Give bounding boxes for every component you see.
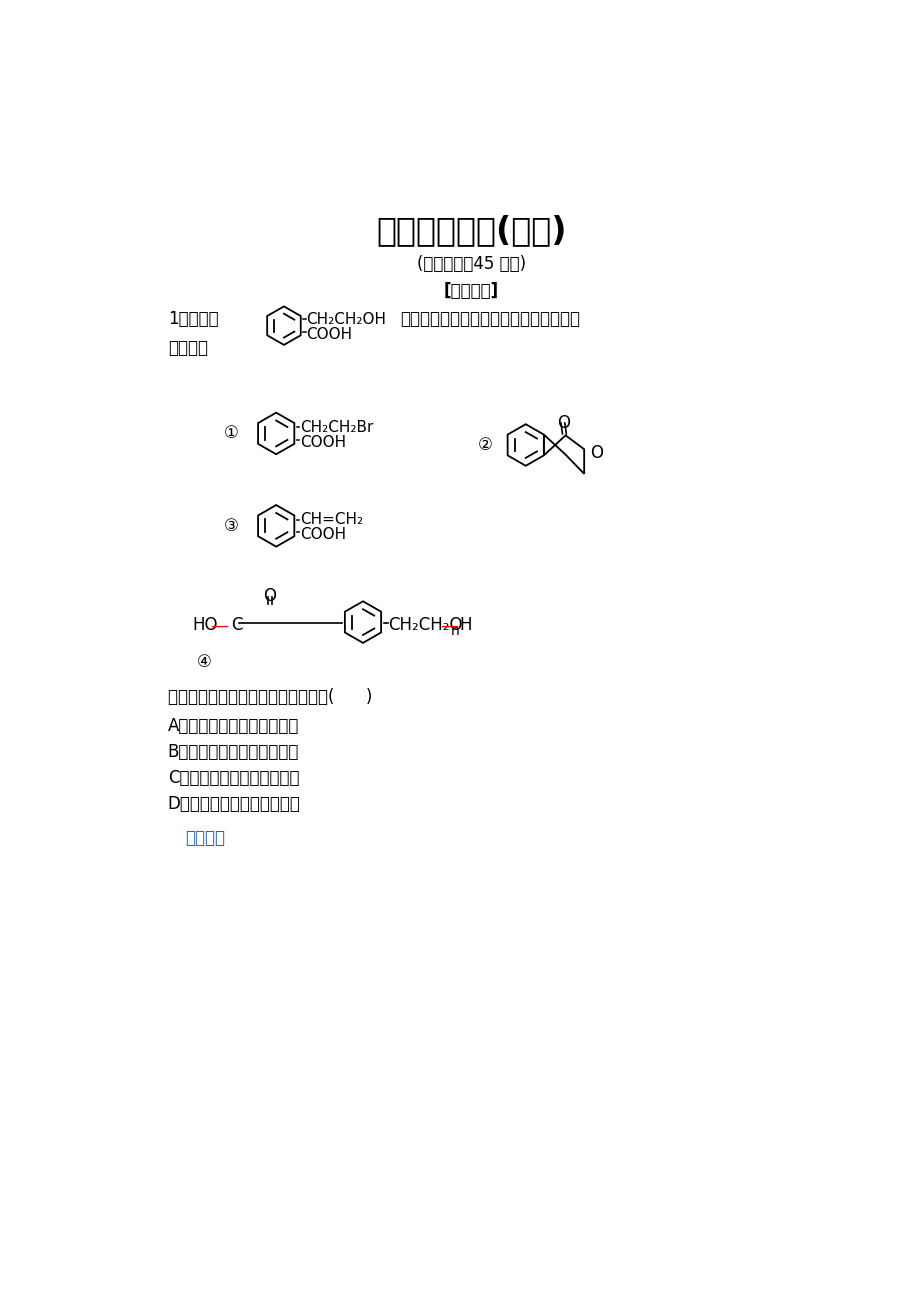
- Text: COOH: COOH: [300, 435, 346, 450]
- Text: (建议用时：45 分钟): (建议用时：45 分钟): [416, 255, 526, 273]
- Text: O: O: [590, 444, 603, 462]
- Text: —: —: [210, 617, 228, 634]
- Text: D．取代、酯化、加成、加聚: D．取代、酯化、加成、加聚: [167, 796, 301, 814]
- Text: 种物质：: 种物质：: [167, 340, 208, 358]
- Text: ①: ①: [223, 424, 238, 443]
- Text: 学业分层测评(十六): 学业分层测评(十六): [376, 214, 566, 247]
- Text: C: C: [231, 616, 243, 634]
- Text: O: O: [263, 587, 277, 605]
- Text: COOH: COOH: [300, 527, 346, 543]
- Text: COOH: COOH: [306, 327, 352, 342]
- Text: 生成这四种有机物的反应类型依次为(      ): 生成这四种有机物的反应类型依次为( ): [167, 687, 371, 706]
- Text: CH₂CH₂O: CH₂CH₂O: [388, 616, 462, 634]
- Text: CH=CH₂: CH=CH₂: [300, 512, 363, 527]
- Text: H: H: [459, 616, 471, 634]
- Text: ④: ④: [197, 652, 211, 671]
- Text: ③: ③: [223, 517, 238, 535]
- Text: 1．结构为: 1．结构为: [167, 310, 218, 328]
- Text: ②: ②: [478, 436, 493, 454]
- Text: 【解析】: 【解析】: [185, 829, 224, 848]
- Text: B．取代、酯化、消去、缩聚: B．取代、酯化、消去、缩聚: [167, 743, 299, 760]
- Text: A．酯化、加成、取代、缩聚: A．酯化、加成、取代、缩聚: [167, 717, 299, 734]
- Text: CH₂CH₂Br: CH₂CH₂Br: [300, 419, 373, 435]
- Text: O: O: [557, 414, 570, 432]
- Text: 的有机物可以通过不同的反应得到下列四: 的有机物可以通过不同的反应得到下列四: [400, 310, 580, 328]
- Text: C．取代、加成、消去、加聚: C．取代、加成、消去、加聚: [167, 769, 299, 788]
- Text: CH₂CH₂OH: CH₂CH₂OH: [306, 311, 386, 327]
- Text: HO: HO: [192, 616, 218, 634]
- Text: n: n: [450, 624, 459, 638]
- Text: —: —: [439, 617, 458, 634]
- Text: [学业达标]: [学业达标]: [444, 281, 498, 299]
